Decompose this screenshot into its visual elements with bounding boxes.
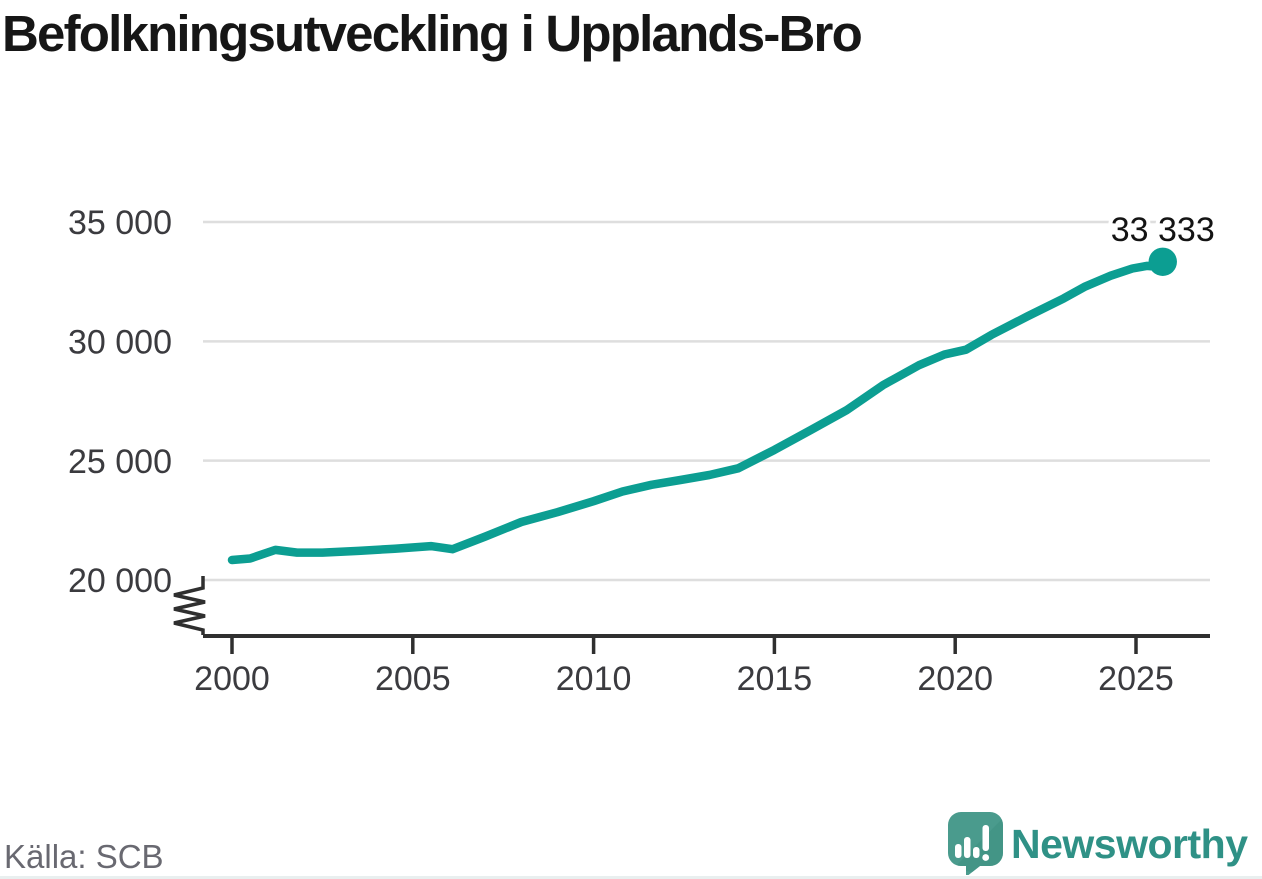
logo-bar-3: [973, 847, 980, 858]
newsworthy-bubble-chart-icon: [948, 812, 1003, 875]
x-tick-label: 2000: [194, 660, 270, 698]
bottom-edge-strip: [0, 876, 1262, 879]
x-tick-label: 2015: [737, 660, 813, 698]
gridlines: [203, 220, 1210, 582]
newsworthy-wordmark: Newsworthy: [1011, 821, 1248, 867]
logo-exclamation-dot: [982, 854, 990, 861]
x-axis-tick-labels: 2000 2005 2010 2015 2020 2025: [194, 660, 1174, 698]
x-axis-ticks: [230, 637, 1138, 654]
y-tick-label: 30 000: [68, 324, 172, 362]
y-axis-break-icon: [173, 576, 206, 635]
population-line: [227, 257, 1168, 565]
source-note: Källa: SCB: [4, 838, 164, 875]
x-tick-label: 2010: [556, 660, 632, 698]
y-tick-label: 25 000: [68, 443, 172, 481]
y-axis-labels: 20 000 25 000 30 000 35 000: [68, 204, 172, 600]
logo-exclamation-bar: [982, 825, 989, 851]
y-tick-label: 20 000: [68, 562, 172, 600]
last-value-label: 33 333: [1111, 211, 1215, 249]
population-series: [227, 247, 1177, 565]
chart-title: Befolkningsutveckling i Upplands-Bro: [2, 5, 863, 62]
newsworthy-logo: Newsworthy: [947, 811, 1260, 875]
y-tick-label: 35 000: [68, 204, 172, 242]
x-tick-label: 2005: [375, 660, 451, 698]
x-tick-label: 2020: [917, 660, 993, 698]
x-tick-label: 2025: [1098, 660, 1174, 698]
logo-bar-2: [964, 837, 971, 858]
logo-bar-1: [955, 844, 962, 858]
last-data-point-marker: [1148, 247, 1177, 276]
